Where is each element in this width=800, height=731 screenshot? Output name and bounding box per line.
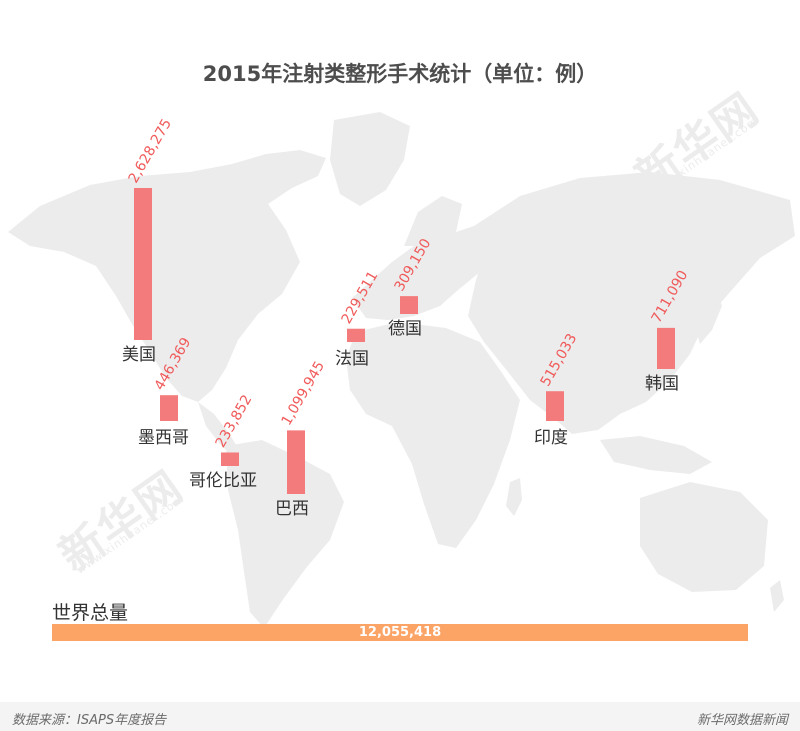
source-text: 数据来源：ISAPS年度报告 bbox=[12, 713, 167, 728]
value-label-7: 711,090 bbox=[649, 268, 692, 326]
total-bar: 12,055,418 bbox=[52, 624, 748, 641]
value-label-2: 233,852 bbox=[213, 392, 256, 450]
category-label-2: 哥伦比亚 bbox=[189, 471, 257, 491]
category-label-1: 墨西哥 bbox=[138, 428, 189, 448]
category-label-5: 德国 bbox=[388, 319, 422, 339]
chart-title: 2015年注射类整形手术统计（单位：例） bbox=[202, 62, 598, 86]
brand-text: 新华网数据新闻 bbox=[696, 713, 788, 728]
bar-4 bbox=[347, 328, 365, 342]
map-africa bbox=[346, 322, 520, 548]
value-label-6: 515,033 bbox=[538, 331, 581, 389]
footer: 数据来源：ISAPS年度报告 新华网数据新闻 bbox=[0, 702, 800, 731]
map-greenland bbox=[330, 112, 410, 206]
map-australia bbox=[640, 482, 768, 592]
category-label-7: 韩国 bbox=[645, 374, 679, 394]
map-scandinavia bbox=[404, 196, 462, 246]
category-label-6: 印度 bbox=[534, 428, 568, 448]
bar-5 bbox=[400, 296, 418, 314]
total-value: 12,055,418 bbox=[358, 625, 442, 640]
value-label-4: 229,511 bbox=[339, 269, 382, 327]
map-south-america bbox=[226, 440, 344, 628]
category-label-3: 巴西 bbox=[275, 499, 309, 519]
category-label-4: 法国 bbox=[335, 349, 369, 369]
category-label-0: 美国 bbox=[122, 345, 156, 365]
map-europe bbox=[352, 226, 492, 320]
bar-2 bbox=[221, 452, 239, 466]
bar-1 bbox=[160, 395, 178, 421]
map-new-zealand bbox=[770, 580, 784, 612]
value-label-0: 2,628,275 bbox=[126, 116, 175, 186]
map-madagascar bbox=[506, 478, 522, 516]
bar-6 bbox=[546, 391, 564, 421]
map-se-asia bbox=[600, 436, 712, 474]
bar-0 bbox=[134, 188, 152, 340]
value-label-3: 1,099,945 bbox=[279, 359, 328, 429]
bar-3 bbox=[287, 430, 305, 494]
map-central-america bbox=[198, 402, 238, 456]
bar-7 bbox=[657, 327, 675, 369]
map-asia bbox=[468, 172, 795, 434]
value-label-1: 446,369 bbox=[152, 335, 195, 393]
map-japan bbox=[696, 288, 722, 344]
value-label-5: 309,150 bbox=[392, 236, 435, 294]
total-label: 世界总量 bbox=[52, 602, 129, 624]
map-north-america bbox=[8, 150, 326, 402]
